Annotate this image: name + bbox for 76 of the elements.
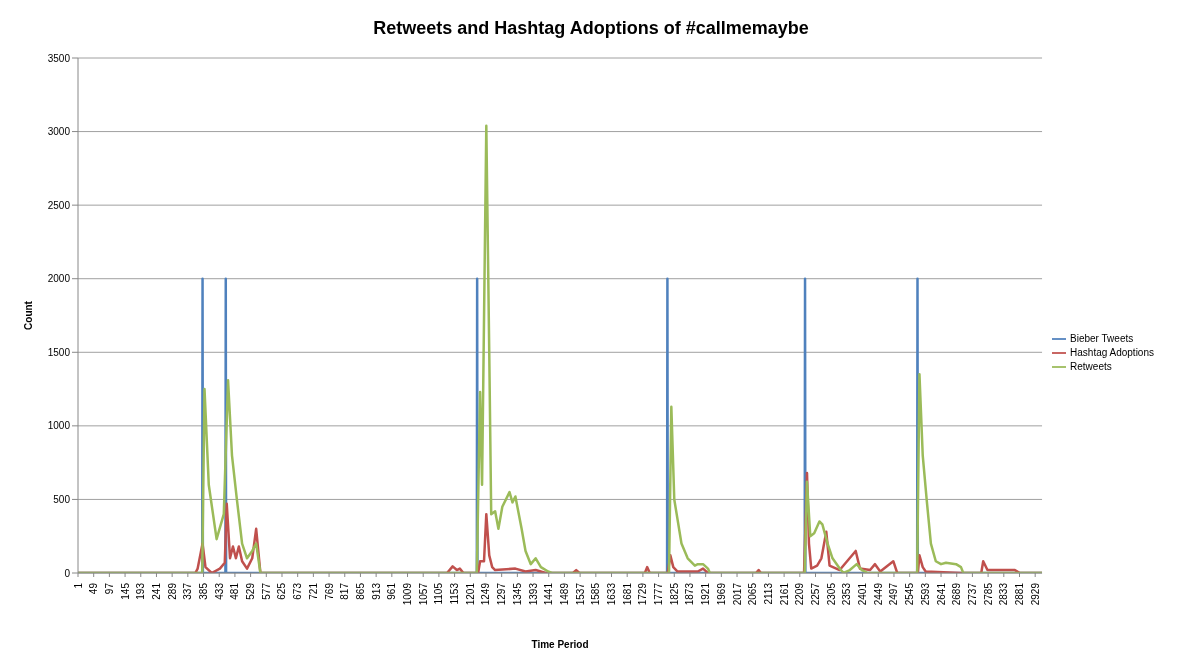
x-tick-label: 1873 [684,582,696,606]
x-tick-label: 1 [72,582,84,589]
x-tick-label: 673 [292,582,304,600]
x-tick-label: 1249 [480,582,492,606]
x-tick-label: 913 [370,582,382,600]
x-tick-label: 1009 [402,582,414,606]
x-tick-label: 577 [260,582,272,600]
x-axis-title: Time Period [531,639,589,650]
x-tick-label: 721 [307,582,319,600]
x-tick-label: 433 [213,582,225,600]
x-tick-label: 2497 [888,582,900,606]
x-tick-label: 2689 [951,582,963,606]
legend-label: Bieber Tweets [1070,332,1134,344]
x-tick-label: 2161 [778,582,790,606]
y-tick-label: 500 [53,493,71,505]
x-tick-label: 961 [386,582,398,600]
y-tick-label: 2500 [47,199,71,211]
x-tick-label: 865 [354,582,366,600]
x-tick-label: 2881 [1013,582,1025,606]
x-tick-label: 1681 [621,582,633,606]
x-tick-label: 2065 [747,582,759,606]
x-tick-label: 817 [339,582,351,600]
x-tick-label: 1537 [574,582,586,606]
y-tick-label: 1500 [47,346,71,358]
x-tick-label: 2353 [841,582,853,606]
x-tick-label: 1825 [668,582,680,606]
x-tick-label: 145 [119,582,131,600]
x-tick-label: 1441 [543,582,555,606]
x-tick-label: 529 [245,582,257,600]
x-tick-label: 481 [229,582,241,600]
x-tick-label: 2737 [966,582,978,606]
y-tick-label: 3500 [47,52,71,64]
x-tick-label: 1585 [590,582,602,606]
x-tick-label: 193 [135,582,147,600]
x-tick-label: 2257 [810,582,821,606]
x-tick-label: 2305 [825,582,837,606]
legend-label: Retweets [1070,360,1112,372]
chart-title: Retweets and Hashtag Adoptions of #callmemaybe [372,17,810,40]
x-tick-label: 2641 [935,582,947,606]
x-tick-label: 1393 [527,582,539,606]
x-tick-label: 2209 [794,582,806,606]
x-tick-label: 1105 [433,582,445,605]
x-tick-label: 2929 [1029,582,1041,606]
x-tick-label: 337 [182,582,194,600]
x-tick-label: 2401 [857,582,869,606]
legend-label: Hashtag Adoptions [1070,346,1154,358]
x-tick-label: 1057 [417,582,429,606]
x-tick-label: 1345 [511,582,523,606]
x-tick-label: 1153 [449,582,461,605]
x-tick-label: 2593 [919,582,931,606]
y-tick-label: 0 [64,567,71,579]
x-tick-label: 1729 [637,582,649,606]
x-tick-label: 1489 [558,582,570,606]
x-tick-label: 385 [198,582,210,600]
x-tick-label: 2449 [872,582,884,606]
x-tick-label: 1201 [464,582,476,606]
x-tick-label: 2785 [982,582,994,606]
x-tick-label: 49 [88,582,100,595]
x-tick-label: 625 [276,582,288,600]
x-tick-label: 1969 [715,582,727,606]
x-tick-label: 769 [323,582,335,600]
x-tick-label: 1777 [653,582,665,606]
x-tick-label: 1297 [496,582,508,606]
y-tick-label: 1000 [47,420,71,432]
x-tick-label: 1921 [700,582,712,606]
x-tick-label: 241 [150,582,162,600]
x-tick-label: 2017 [731,582,743,606]
x-tick-label: 2113 [762,582,774,605]
x-tick-label: 2833 [998,582,1010,606]
y-tick-label: 2000 [47,273,71,285]
x-tick-label: 97 [103,582,115,595]
x-tick-label: 2545 [904,582,916,606]
y-tick-label: 3000 [47,126,71,138]
x-tick-label: 289 [166,582,178,600]
x-tick-label: 1633 [606,582,618,606]
y-axis-title: Count [22,300,34,330]
